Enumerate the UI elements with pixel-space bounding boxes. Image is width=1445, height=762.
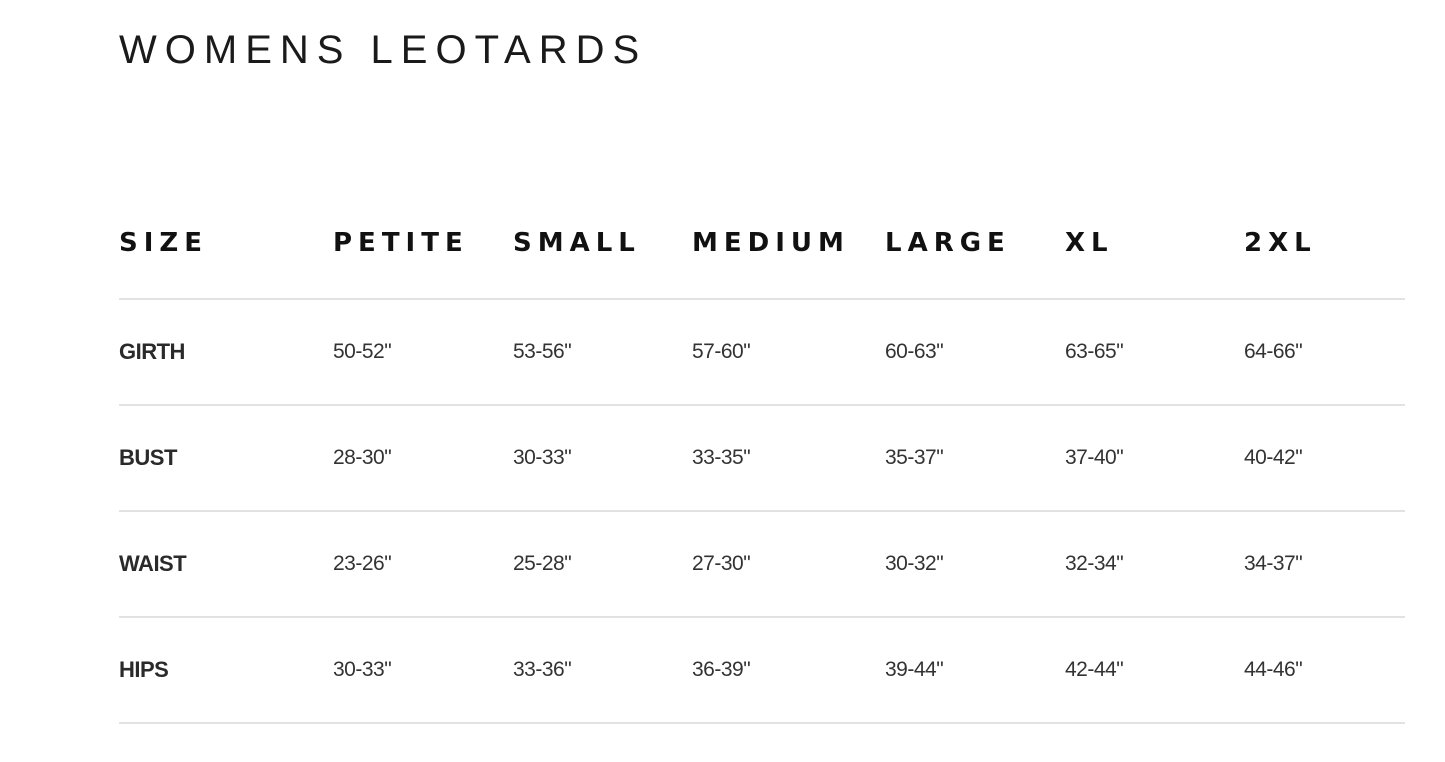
header-medium: MEDIUM [692, 228, 850, 258]
measurement-cell: 57-60" [692, 340, 751, 363]
table-header-row: SIZE PETITE SMALL MEDIUM LARGE XL 2XL [119, 188, 1405, 300]
header-large: LARGE [885, 228, 1011, 258]
measurement-cell: 64-66" [1244, 340, 1303, 363]
header-2xl: 2XL [1244, 228, 1317, 258]
size-chart-table: SIZE PETITE SMALL MEDIUM LARGE XL 2XL GI… [119, 188, 1405, 724]
measurement-cell: 44-46" [1244, 658, 1303, 681]
table-row: WAIST 23-26" 25-28" 27-30" 30-32" 32-34" 34-37… [119, 512, 1405, 618]
measurement-cell: 63-65" [1065, 340, 1124, 363]
measurement-cell: 30-33" [333, 658, 392, 681]
header-small: SMALL [513, 228, 641, 258]
measurement-cell: 30-33" [513, 446, 572, 469]
measurement-cell: 42-44" [1065, 658, 1124, 681]
table-row: HIPS 30-33" 33-36" 36-39" 39-44" 42-44" 44-46" [119, 618, 1405, 724]
measurement-cell: 53-56" [513, 340, 572, 363]
measurement-cell: 30-32" [885, 552, 944, 575]
row-label: BUST [119, 445, 177, 470]
header-size: SIZE [119, 228, 209, 258]
measurement-cell: 35-37" [885, 446, 944, 469]
row-label: HIPS [119, 657, 169, 682]
measurement-cell: 33-35" [692, 446, 751, 469]
measurement-cell: 32-34" [1065, 552, 1124, 575]
measurement-cell: 33-36" [513, 658, 572, 681]
measurement-cell: 34-37" [1244, 552, 1303, 575]
measurement-cell: 36-39" [692, 658, 751, 681]
measurement-cell: 28-30" [333, 446, 392, 469]
table-row: GIRTH 50-52" 53-56" 57-60" 60-63" 63-65" 64-66… [119, 300, 1405, 406]
measurement-cell: 23-26" [333, 552, 392, 575]
row-label: WAIST [119, 551, 187, 576]
measurement-cell: 27-30" [692, 552, 751, 575]
measurement-cell: 60-63" [885, 340, 944, 363]
measurement-cell: 39-44" [885, 658, 944, 681]
measurement-cell: 25-28" [513, 552, 572, 575]
table-row: BUST 28-30" 30-33" 33-35" 35-37" 37-40" 40-42" [119, 406, 1405, 512]
measurement-cell: 40-42" [1244, 446, 1303, 469]
measurement-cell: 37-40" [1065, 446, 1124, 469]
measurement-cell: 50-52" [333, 340, 392, 363]
header-xl: XL [1065, 228, 1114, 258]
row-label: GIRTH [119, 339, 185, 364]
page-title: WOMENS LEOTARDS [119, 28, 648, 72]
header-petite: PETITE [333, 228, 469, 258]
